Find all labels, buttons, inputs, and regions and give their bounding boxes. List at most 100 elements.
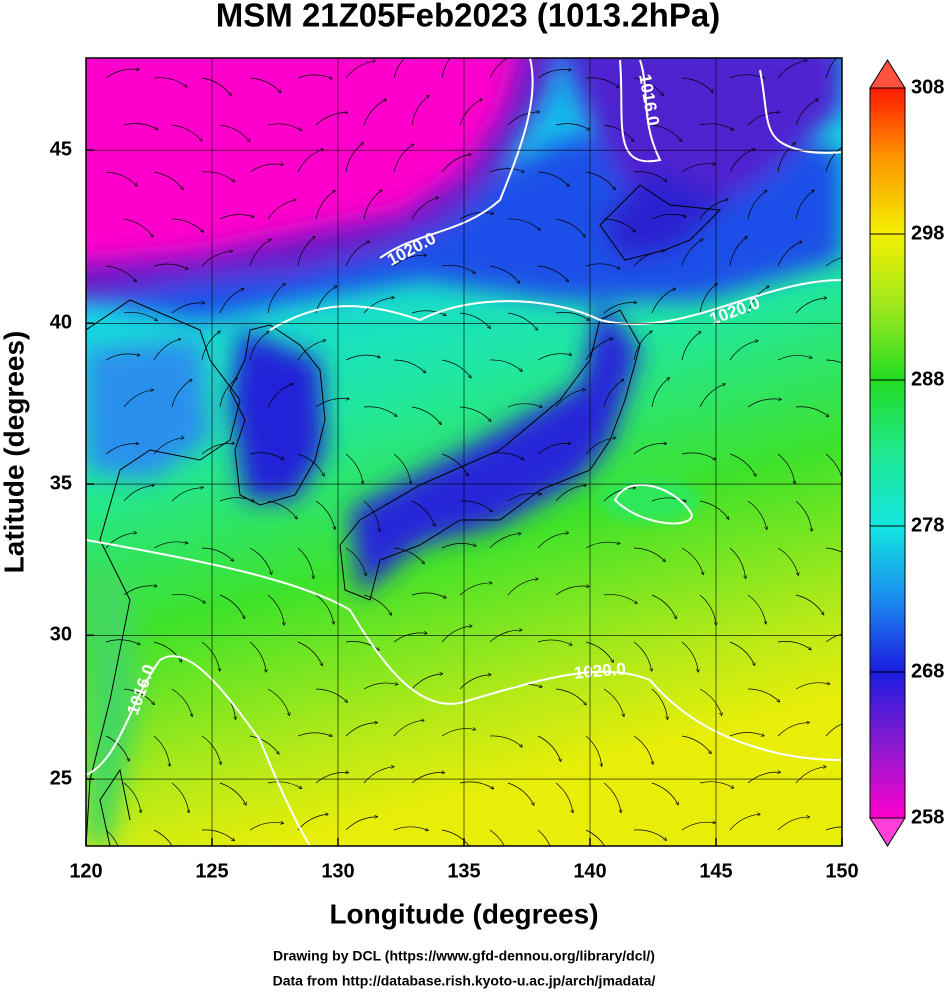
streamline [315, 688, 347, 702]
streamline [603, 782, 621, 812]
streamline [651, 124, 682, 141]
streamline [489, 630, 522, 643]
streamline [795, 500, 812, 531]
streamline [153, 77, 187, 87]
x-tick-label: 150 [825, 860, 858, 882]
streamline [459, 312, 490, 328]
streamline [747, 500, 767, 529]
streamline [201, 829, 234, 841]
streamline [507, 403, 542, 407]
streamline [489, 829, 505, 846]
streamline [825, 826, 842, 831]
contour-label: 1020.0 [573, 659, 626, 682]
credit: Data from http://database.rish.kyoto-u.a… [273, 973, 656, 989]
streamline [507, 112, 539, 126]
streamline [633, 829, 666, 840]
streamline [537, 735, 561, 761]
streamline [507, 218, 540, 230]
streamline [747, 286, 769, 314]
streamline [315, 594, 334, 624]
streamline [249, 735, 279, 754]
streamline [441, 264, 475, 273]
streamline [681, 822, 715, 831]
streamline [393, 547, 424, 564]
streamline [651, 497, 686, 502]
streamline [249, 641, 266, 672]
isobar [613, 483, 694, 525]
streamline [297, 340, 326, 361]
streamline [315, 399, 349, 408]
streamline [171, 782, 189, 813]
streamline [105, 444, 138, 455]
streamline [585, 829, 606, 846]
streamline [699, 781, 734, 788]
streamline [633, 331, 652, 361]
streamline [507, 493, 541, 502]
streamline [219, 782, 246, 805]
streamline [363, 683, 398, 690]
streamline [825, 359, 842, 364]
streamline [585, 438, 616, 455]
streamline [585, 735, 602, 766]
streamline [441, 58, 451, 79]
streamline [171, 303, 205, 314]
streamline [459, 781, 494, 789]
streamline [171, 124, 202, 141]
streamline [201, 735, 221, 764]
streamline [297, 547, 313, 578]
streamline [633, 547, 665, 561]
colorbar-extend-top [869, 59, 906, 89]
streamline [681, 164, 715, 173]
streamline [411, 197, 438, 220]
streamline [729, 732, 764, 736]
streamline [345, 547, 366, 575]
chart-title: MSM 21Z05Feb2023 (1013.2hPa) [216, 0, 720, 34]
streamline [585, 77, 619, 88]
x-tick-label: 120 [69, 860, 102, 882]
x-axis-title: Longitude (degrees) [329, 898, 598, 929]
streamline [537, 639, 572, 645]
colorbar-extend-bottom [869, 817, 906, 847]
streamline [825, 453, 842, 483]
colorbar-tick-label: 298 [911, 222, 944, 244]
x-tick-label: 140 [573, 860, 606, 882]
colorbar-tick-label: 268 [911, 660, 944, 682]
streamline [747, 112, 779, 126]
streamline [777, 722, 809, 737]
streamline [363, 190, 382, 220]
isobar [86, 539, 842, 761]
streamline [459, 406, 491, 421]
streamline [777, 60, 807, 79]
streamline [555, 688, 586, 705]
streamline [777, 143, 795, 173]
streamline [825, 146, 842, 173]
streamline [201, 547, 233, 561]
streamline [603, 688, 624, 717]
streamline [315, 113, 348, 126]
streamline [489, 735, 522, 747]
streamline [345, 453, 363, 483]
streamline [363, 594, 391, 615]
streamline [219, 124, 250, 142]
streamline [297, 732, 332, 737]
cold-core [566, 58, 842, 220]
streamline [489, 58, 509, 79]
cool-sea [86, 340, 210, 480]
streamline [345, 641, 379, 651]
streamline [297, 453, 324, 476]
streamline [699, 384, 725, 408]
streamline [633, 77, 663, 95]
streamline [507, 312, 537, 330]
streamline [249, 77, 281, 92]
coastline [339, 309, 641, 601]
streamline [267, 123, 302, 131]
streamline [555, 311, 589, 320]
streamline [603, 218, 635, 232]
coastline [99, 768, 131, 846]
streamline [411, 500, 435, 526]
streamline [393, 58, 406, 79]
y-tick-label: 45 [50, 138, 72, 160]
streamline [537, 70, 571, 79]
streamline [747, 772, 780, 784]
